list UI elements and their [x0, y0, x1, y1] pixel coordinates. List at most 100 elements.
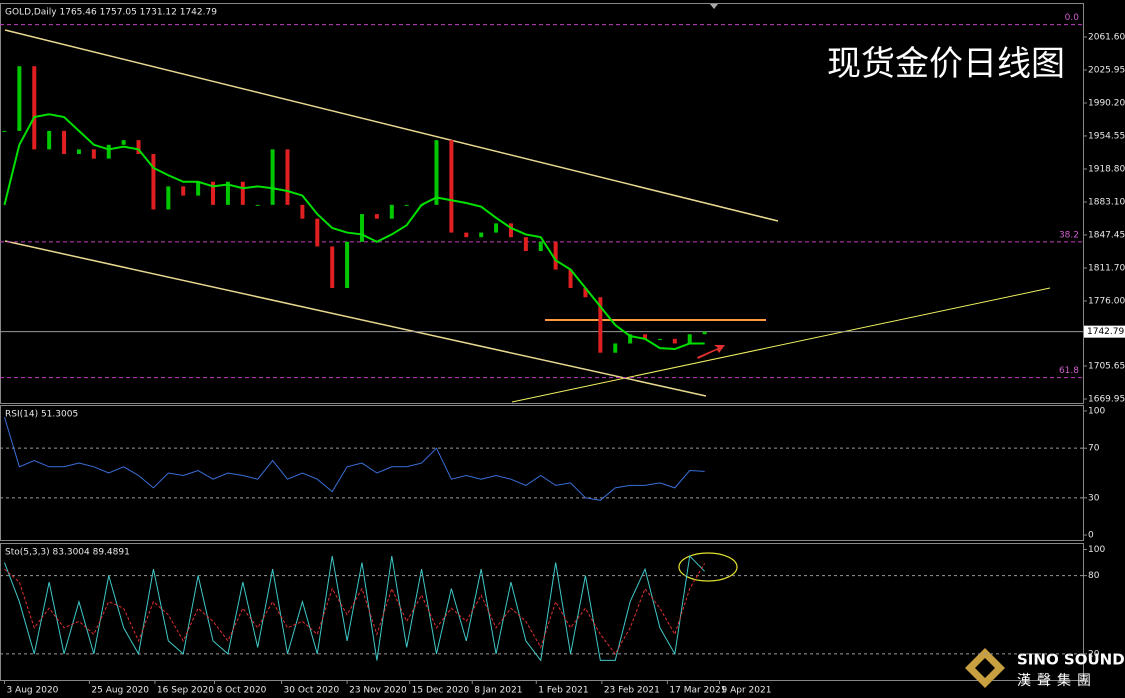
arrow: [697, 345, 725, 359]
candle: [196, 181, 201, 196]
candle: [643, 334, 648, 339]
x-tick-label: 8 Jan 2021: [474, 686, 522, 696]
logo-name: SINO SOUND: [1017, 651, 1125, 669]
candle: [702, 331, 707, 335]
y-tick-label: 2025.95: [1088, 65, 1125, 75]
candle: [106, 144, 111, 159]
candle: [389, 204, 394, 219]
candle: [166, 186, 171, 210]
candle: [598, 297, 603, 353]
panel-header: GOLD,Daily 1765.46 1757.05 1731.12 1742.…: [5, 8, 217, 18]
x-tick-label: 8 Oct 2020: [217, 686, 267, 696]
candle: [657, 338, 662, 340]
candle: [225, 181, 230, 205]
logo: SINO SOUND 漢聲集團: [965, 648, 1125, 689]
y-tick-label: 1954.55: [1088, 131, 1125, 141]
scroll-marker: [710, 4, 718, 9]
y-tick-label: 1847.45: [1088, 230, 1125, 240]
candle: [76, 149, 81, 155]
candle: [449, 140, 454, 233]
price-box: [1084, 325, 1125, 338]
trend-line: [511, 287, 1051, 403]
candle: [583, 288, 588, 298]
y-tick-label: 1669.95: [1088, 394, 1125, 404]
candle: [2, 130, 7, 132]
candle: [568, 269, 573, 289]
panel-header: Sto(5,3,3) 83.3004 89.4891: [5, 548, 130, 558]
candle: [494, 223, 499, 233]
candle: [345, 241, 350, 289]
candle: [404, 204, 409, 206]
x-tick-label: 15 Dec 2020: [412, 686, 470, 696]
price-label: 1742.79: [1087, 327, 1124, 337]
y-tick-label: 1990.20: [1088, 99, 1125, 109]
candle: [62, 130, 67, 155]
y-tick-label: 2061.60: [1088, 33, 1125, 43]
candle: [672, 338, 677, 344]
y-tick-label: 100: [1088, 406, 1105, 416]
candle: [613, 343, 618, 353]
fib-label: 61.8: [1059, 366, 1079, 376]
x-tick-label: 23 Feb 2021: [604, 686, 660, 696]
panel-frames: [0, 3, 1084, 681]
y-tick-label: 20: [1088, 649, 1100, 659]
y-tick-label: 1883.10: [1088, 197, 1125, 207]
y-tick-label: 30: [1088, 493, 1100, 503]
y-tick-label: 70: [1088, 444, 1100, 454]
y-tick-label: 1776.00: [1088, 296, 1125, 306]
candle: [121, 140, 126, 145]
candle: [508, 223, 513, 238]
candle: [553, 241, 558, 270]
y-tick-label: 0: [1088, 531, 1094, 541]
candle: [240, 181, 245, 205]
highlight-ellipse: [678, 552, 738, 582]
fib-label: 38.2: [1059, 230, 1079, 240]
x-tick-label: 23 Nov 2020: [349, 686, 407, 696]
logo-subtitle: 漢聲集團: [1017, 672, 1097, 689]
chart-title: 现货金价日线图: [827, 44, 1065, 84]
candle: [211, 181, 216, 205]
y-tick-label: 1811.70: [1088, 263, 1125, 273]
candle: [434, 140, 439, 205]
candle: [479, 232, 484, 238]
candle: [300, 204, 305, 219]
panel-header: RSI(14) 51.3005: [5, 410, 78, 420]
x-tick-label: 17 Mar 2021: [669, 686, 726, 696]
x-tick-label: 3 Aug 2020: [6, 686, 58, 696]
x-tick-label: 16 Sep 2020: [157, 686, 214, 696]
candle: [687, 334, 692, 344]
candle: [330, 246, 335, 289]
candle: [181, 186, 186, 196]
candle: [285, 149, 290, 205]
x-tick-label: 1 Feb 2021: [538, 686, 588, 696]
y-tick-label: 80: [1088, 571, 1100, 581]
candle: [374, 214, 379, 219]
candle: [47, 130, 52, 150]
series-line: [4, 562, 706, 655]
x-tick-label: 30 Oct 2020: [284, 686, 340, 696]
candle: [315, 218, 320, 247]
candle: [151, 154, 156, 210]
candle: [523, 237, 528, 252]
y-tick-label: 1705.65: [1088, 361, 1125, 371]
candle: [136, 140, 141, 155]
candle: [628, 334, 633, 344]
y-tick-label: 100: [1088, 545, 1105, 555]
candle: [255, 204, 260, 206]
candle: [359, 214, 364, 242]
candle: [32, 66, 37, 150]
candle: [17, 66, 22, 131]
series-line: [3, 417, 705, 501]
x-tick-label: 9 Apr 2021: [722, 686, 772, 696]
candle: [91, 149, 96, 159]
fib-label: 0.0: [1065, 13, 1080, 23]
candle: [464, 232, 469, 238]
channel-lines: [4, 29, 779, 397]
candle: [270, 149, 275, 205]
candle: [538, 241, 543, 252]
series-line: [3, 113, 705, 351]
y-tick-label: 1918.80: [1088, 164, 1125, 174]
